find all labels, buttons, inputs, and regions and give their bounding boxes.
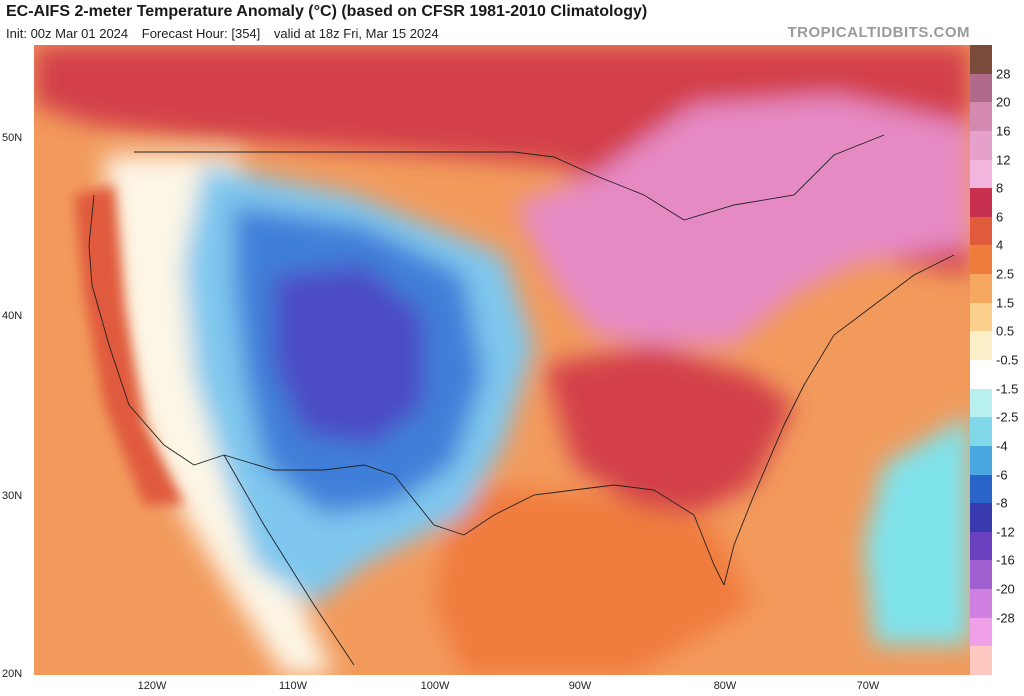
colorbar-label: -1.5 — [996, 381, 1019, 397]
colorbar-label: 4 — [996, 237, 1004, 253]
gulf-coast — [463, 484, 725, 586]
cold-core — [274, 265, 424, 445]
anomaly-map — [34, 45, 970, 675]
colorbar-label: 2.5 — [996, 266, 1015, 282]
colorbar-swatch — [970, 474, 992, 504]
colorbar-swatch — [970, 617, 992, 647]
colorbar-label: -16 — [996, 552, 1015, 568]
colorbar-swatch — [970, 245, 992, 275]
colorbar-label: 16 — [996, 123, 1011, 139]
lon-label: 110W — [279, 680, 307, 692]
colorbar-label: -20 — [996, 581, 1015, 597]
lon-label: 80W — [713, 680, 737, 692]
colorbar-label: -4 — [996, 438, 1008, 454]
colorbar-swatch — [970, 560, 992, 590]
us-mexico-border — [223, 454, 465, 536]
colorbar-swatch — [970, 589, 992, 619]
colorbar-label: -6 — [996, 467, 1008, 483]
colorbar-swatch — [970, 159, 992, 189]
colorbar-swatch — [970, 531, 992, 561]
northeast-extreme-warm — [514, 95, 970, 345]
colorbar-swatch — [970, 216, 992, 246]
colorbar: 28 20 16 12 8 6 4 2.5 1.5 0.5 -0.5 -1.5 -2.5 -4 -6 -8 -1… — [970, 45, 1024, 676]
colorbar-swatch — [970, 188, 992, 218]
colorbar-label: 12 — [996, 152, 1011, 168]
colorbar-label: 8 — [996, 180, 1004, 196]
colorbar-swatch — [970, 331, 992, 361]
init-time: Init: 00z Mar 01 2024 — [6, 26, 129, 41]
colorbar-swatch — [970, 360, 992, 389]
pacific-coast-warm — [74, 185, 184, 505]
mexico-pacific-coast — [223, 454, 355, 666]
atlantic-cool-zone — [864, 415, 970, 645]
colorbar-swatch — [970, 646, 992, 676]
lon-label: 90W — [568, 680, 592, 692]
lon-label: 120W — [137, 680, 167, 692]
colorbar-label: -12 — [996, 524, 1015, 540]
colorbar-swatch — [970, 388, 992, 418]
colorbar-label: 28 — [996, 66, 1011, 82]
colorbar-swatch — [970, 274, 992, 304]
colorbar-swatch — [970, 503, 992, 533]
us-west-coast — [88, 194, 225, 466]
atlantic-coast — [723, 254, 955, 586]
colorbar-label: 0.5 — [996, 323, 1015, 339]
colorbar-swatch — [970, 130, 992, 160]
colorbar-swatch — [970, 73, 992, 103]
colorbar-label: -8 — [996, 495, 1008, 511]
colorbar-swatch — [970, 102, 992, 132]
colorbar-label: -2.5 — [996, 409, 1019, 425]
southeast-warm-zone — [544, 345, 794, 515]
lat-label: 30N — [2, 490, 23, 502]
colorbar-swatch — [970, 302, 992, 332]
run-info: Init: 00z Mar 01 2024 Forecast Hour: [35… — [6, 26, 449, 41]
lat-label: 20N — [2, 668, 23, 680]
valid-time: valid at 18z Fri, Mar 15 2024 — [273, 26, 439, 41]
colorbar-label: 1.5 — [996, 295, 1015, 311]
colorbar-label: 20 — [996, 94, 1011, 110]
lat-label: 40N — [2, 310, 23, 322]
colorbar-swatch — [970, 417, 992, 447]
colorbar-label: 6 — [996, 209, 1004, 225]
forecast-hour: Forecast Hour: [354] — [141, 26, 261, 41]
brand-watermark: TROPICALTIDBITS.COM — [787, 24, 970, 41]
map-title: EC-AIFS 2-meter Temperature Anomaly (°C)… — [6, 3, 648, 20]
lon-label: 100W — [420, 680, 450, 692]
gulf-ocean-warm — [434, 485, 754, 675]
us-canada-border — [134, 134, 885, 221]
lat-label: 50N — [2, 132, 23, 144]
colorbar-label: -28 — [996, 610, 1015, 626]
colorbar-swatch — [970, 445, 992, 475]
lon-label: 70W — [856, 680, 880, 692]
colorbar-swatch — [970, 45, 992, 74]
colorbar-label: -0.5 — [996, 352, 1019, 368]
